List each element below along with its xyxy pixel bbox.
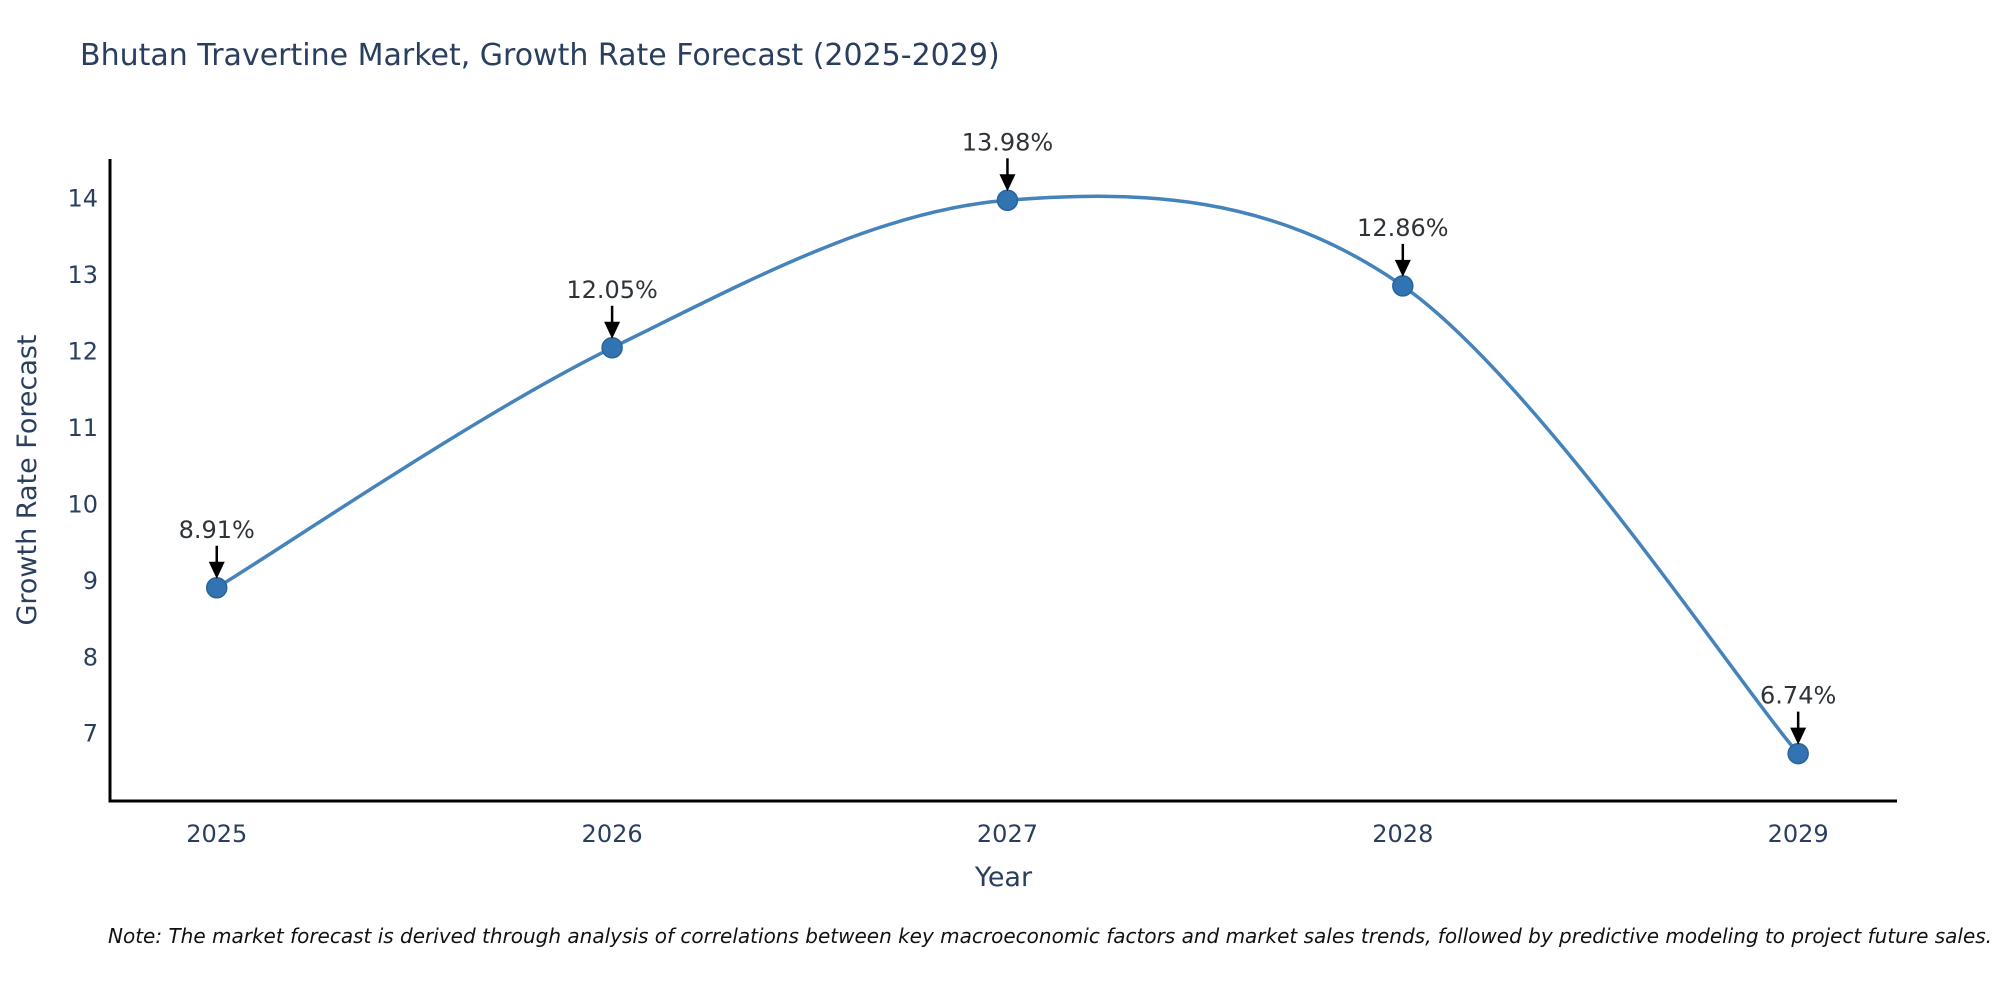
y-tick-label: 14	[67, 185, 98, 213]
annotation-label: 12.05%	[566, 276, 658, 304]
annotation-label: 8.91%	[179, 516, 255, 544]
y-axis-title: Growth Rate Forecast	[12, 334, 43, 625]
chart-title: Bhutan Travertine Market, Growth Rate Fo…	[80, 38, 1000, 73]
annotation-arrowhead	[1394, 259, 1411, 277]
trend-line	[214, 194, 1800, 756]
annotation-label: 12.86%	[1357, 214, 1449, 242]
y-tick-label: 10	[67, 490, 98, 518]
annotation-label: 6.74%	[1760, 682, 1836, 710]
y-tick-label: 8	[83, 643, 98, 671]
x-tick-label: 2026	[582, 820, 643, 848]
x-tick-label: 2028	[1372, 820, 1433, 848]
annotation-arrowhead	[604, 321, 621, 339]
y-tick-label: 9	[83, 567, 98, 595]
footnote: Note: The market forecast is derived thr…	[108, 924, 1993, 948]
annotation-label: 13.98%	[962, 128, 1054, 156]
y-tick-label: 13	[67, 261, 98, 289]
data-point-marker	[996, 189, 1019, 212]
y-tick-label: 7	[83, 720, 98, 748]
annotation-arrowhead	[1790, 727, 1807, 745]
y-tick-label: 12	[67, 338, 98, 366]
data-point-marker	[1787, 742, 1809, 765]
data-point-marker	[1392, 275, 1414, 297]
x-tick-label: 2027	[977, 820, 1038, 848]
annotation-arrowhead	[999, 174, 1016, 192]
x-tick-label: 2025	[186, 820, 247, 848]
annotation-arrowhead	[208, 561, 225, 579]
y-tick-label: 11	[67, 414, 98, 442]
data-point-marker	[601, 337, 623, 359]
x-axis-title: Year	[974, 862, 1033, 893]
data-point-marker	[205, 577, 228, 599]
axis-lines	[108, 159, 1897, 803]
x-tick-label: 2029	[1768, 820, 1829, 848]
